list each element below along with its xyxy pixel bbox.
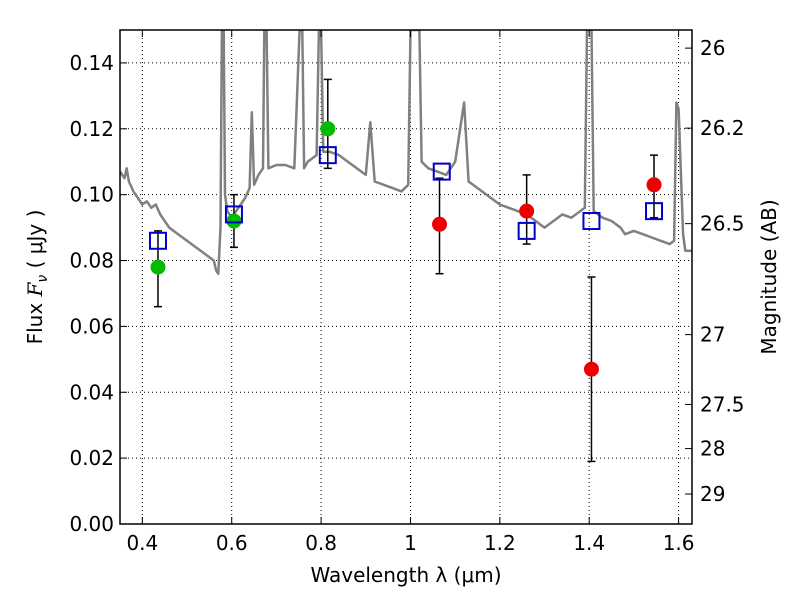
y-axis-label-symbol: F [23, 281, 47, 297]
data-point-circle [646, 177, 662, 193]
plot-background [120, 30, 692, 524]
model-spectrum-line [120, 30, 692, 275]
y2-axis-label: Magnitude (AB) [757, 199, 781, 354]
model-point-square [582, 212, 601, 231]
data-point-circle [150, 259, 166, 275]
x-tick-label: 1 [404, 531, 417, 555]
data-point-circle [519, 203, 535, 219]
x-tick-label: 0.4 [126, 531, 158, 555]
x-axis-label: Wavelength λ (μm) [310, 563, 501, 587]
data-point-circle [226, 213, 242, 229]
y2-tick-label: 26 [700, 36, 725, 60]
plot-frame [119, 29, 693, 525]
y-axis-label-subscript: ν [35, 275, 51, 283]
model-point-square [432, 162, 451, 181]
x-tick-label: 0.8 [305, 531, 337, 555]
x-tick-label: 0.6 [216, 531, 248, 555]
y2-tick-label: 29 [700, 482, 725, 506]
data-layer [120, 30, 692, 275]
y-tick-label: 0.06 [69, 314, 114, 338]
y-axis-label: Flux Fν ( μJy ) [23, 210, 51, 345]
x-tick-label: 1.2 [484, 531, 516, 555]
data-point-circle [583, 361, 599, 377]
y2-tick-label: 27 [700, 323, 725, 347]
y-tick-label: 0.02 [69, 446, 114, 470]
y-tick-label: 0.14 [69, 51, 114, 75]
y-tick-label: 0.00 [69, 512, 114, 536]
tick-labels: 0.4 0.6 0.8 1 1.2 1.4 1.6 0.00 0.02 0.04 0.06 0.08 0… [69, 36, 744, 555]
y-tick-label: 0.04 [69, 380, 114, 404]
x-tick-label: 1.4 [573, 531, 605, 555]
y2-tick-label: 26.5 [700, 212, 745, 236]
y-tick-label: 0.12 [69, 117, 114, 141]
model-point-square [318, 146, 337, 165]
y-axis-label-prefix: Flux [23, 296, 47, 344]
y-tick-label: 0.10 [69, 183, 114, 207]
model-point-square [645, 202, 664, 221]
x-tick-label: 1.6 [663, 531, 695, 555]
data-point-circle [320, 121, 336, 137]
data-point-circle [432, 216, 448, 232]
y-tick-label: 0.08 [69, 249, 114, 273]
tick-marks [120, 30, 692, 525]
y2-tick-label: 28 [700, 437, 725, 461]
y2-tick-label: 26.2 [700, 116, 745, 140]
y-axis-label-unit: ( μJy ) [23, 210, 47, 275]
model-point-square [224, 205, 243, 224]
model-point-square [148, 231, 167, 250]
model-point-square [517, 221, 536, 240]
y2-tick-label: 27.5 [700, 392, 745, 416]
grid-lines [120, 30, 692, 524]
marker-layer [148, 78, 664, 463]
